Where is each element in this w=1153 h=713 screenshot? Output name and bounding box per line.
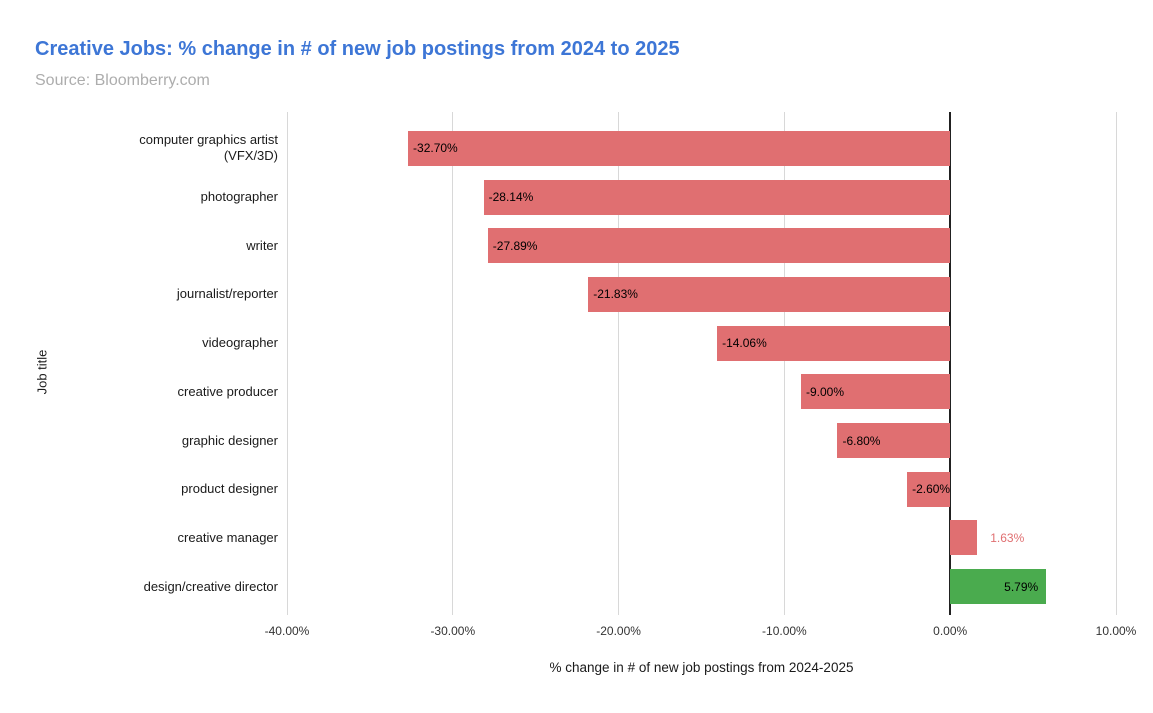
bar-value-label: 1.63% — [990, 530, 1025, 545]
category-label: writer — [246, 237, 278, 253]
category-label: graphic designer — [181, 432, 278, 448]
x-tick-label: -30.00% — [430, 624, 476, 638]
bar-value-label: -21.83% — [593, 287, 638, 302]
bar — [588, 276, 951, 312]
category-label: design/creative director — [143, 578, 278, 594]
page-title: Creative Jobs: % change in # of new job … — [35, 38, 680, 60]
gridline — [1115, 112, 1117, 615]
bar — [907, 471, 951, 507]
category-label: product designer — [181, 481, 278, 497]
bar — [950, 569, 1047, 605]
gridline — [286, 112, 288, 615]
bar — [408, 130, 951, 166]
bar-value-label: -9.00% — [805, 384, 844, 399]
category-label: journalist/reporter — [176, 286, 278, 302]
bar-value-label: 5.79% — [1004, 579, 1039, 594]
gridline — [783, 112, 785, 615]
x-tick-label: -20.00% — [596, 624, 641, 638]
source-subtitle: Source: Bloomberry.com — [35, 72, 210, 89]
bar — [800, 374, 951, 410]
category-label: creative producer — [177, 383, 278, 399]
x-tick-label: 10.00% — [1095, 624, 1137, 638]
category-label: videographer — [202, 335, 278, 351]
bar — [950, 520, 978, 556]
bar-value-label: -27.89% — [492, 238, 538, 253]
x-tick-label: -10.00% — [762, 624, 807, 638]
bar-value-label: -28.14% — [488, 190, 534, 205]
x-tick-label: 0.00% — [933, 624, 968, 638]
category-label: computer graphics artist (VFX/3D) — [139, 132, 278, 164]
gridline — [452, 112, 454, 615]
bar-value-label: -6.80% — [842, 433, 881, 448]
zero-axis-line — [949, 112, 952, 615]
bar-value-label: -2.60% — [912, 482, 951, 497]
category-label: creative manager — [177, 529, 278, 545]
category-label: photographer — [200, 189, 278, 205]
bar-value-label: -14.06% — [722, 336, 767, 351]
gridline — [618, 112, 620, 615]
x-tick-label: -40.00% — [264, 624, 310, 638]
bar — [837, 423, 951, 459]
bar-value-label: -32.70% — [413, 141, 458, 156]
bar — [717, 325, 951, 361]
x-axis-title: % change in # of new job postings from 2… — [549, 660, 854, 675]
bar — [487, 228, 951, 264]
plot-area: -32.70% -28.14% -27.89% -21.83% -14.06% -9.00… — [286, 112, 1117, 615]
bar — [483, 179, 951, 215]
